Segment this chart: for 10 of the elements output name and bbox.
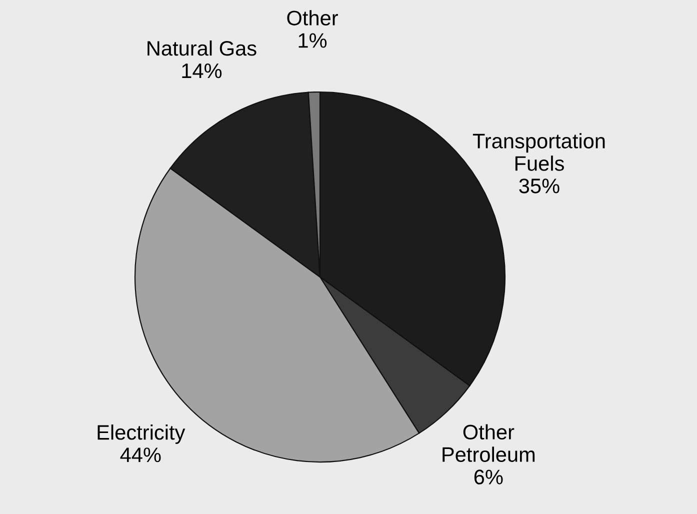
data-label: 6% [474, 470, 503, 484]
slice-label: Natural Gas [148, 40, 256, 56]
slice-label: Other [287, 10, 338, 26]
slice-label: Transportation Fuels [472, 133, 605, 171]
slice-label: Other Petroleum [442, 424, 535, 462]
data-label: 1% [298, 33, 327, 48]
data-label: 44% [120, 448, 161, 462]
slice-label: Electricity [98, 424, 186, 444]
data-label: 14% [182, 64, 222, 78]
data-label: 35% [519, 178, 560, 194]
